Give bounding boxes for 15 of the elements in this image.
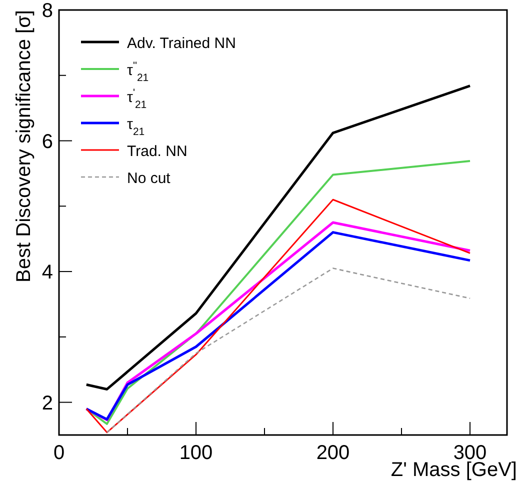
y-tick-label: 4 xyxy=(42,262,53,284)
y-axis-title: Best Discovery significance [σ] xyxy=(13,10,35,282)
x-tick-label: 200 xyxy=(316,442,350,464)
y-tick-label: 6 xyxy=(42,130,53,153)
legend-label: Trad. NN xyxy=(127,143,188,160)
legend-label: No cut xyxy=(127,170,172,187)
x-axis-title: Z' Mass [GeV] xyxy=(390,459,517,481)
legend-label: τ$_{21}$ xyxy=(127,116,145,138)
x-tick-label: 0 xyxy=(53,442,65,464)
x-tick-label: 100 xyxy=(179,442,213,464)
y-tick-label: 8 xyxy=(42,0,53,22)
line-series xyxy=(85,84,472,390)
legend-label: Adv. Trained NN xyxy=(127,35,236,52)
line-series xyxy=(106,268,471,434)
y-tick-label: 2 xyxy=(42,392,53,414)
